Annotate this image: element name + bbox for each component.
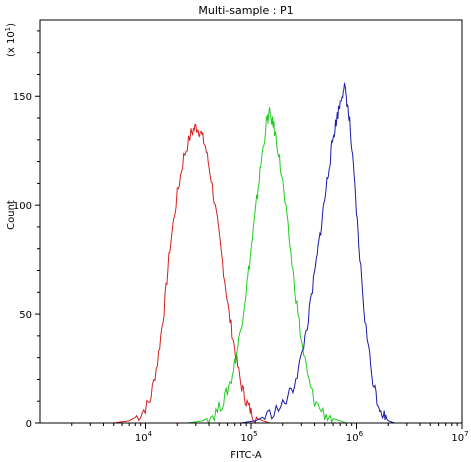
- x-axis-label: FITC-A: [230, 450, 262, 461]
- series-line-3: [240, 81, 395, 424]
- y-tick-label: 100: [13, 201, 32, 212]
- x-tick-label: 104: [135, 430, 153, 444]
- series-line-2: [187, 107, 347, 425]
- y-multiplier-label: (x 101): [4, 23, 17, 57]
- x-tick-label: 105: [240, 430, 257, 444]
- y-tick-label: 150: [13, 92, 32, 103]
- plot-frame: [39, 19, 463, 424]
- y-tick-label: 50: [19, 310, 32, 321]
- series-layer: [113, 81, 395, 425]
- series-line-1: [113, 123, 270, 425]
- y-tick-label: 0: [26, 419, 32, 430]
- chart-title: Multi-sample : P1: [198, 4, 293, 17]
- x-tick-label: 106: [346, 430, 364, 444]
- x-tick-label: 107: [451, 430, 468, 444]
- y-axis-label: Count: [6, 200, 17, 230]
